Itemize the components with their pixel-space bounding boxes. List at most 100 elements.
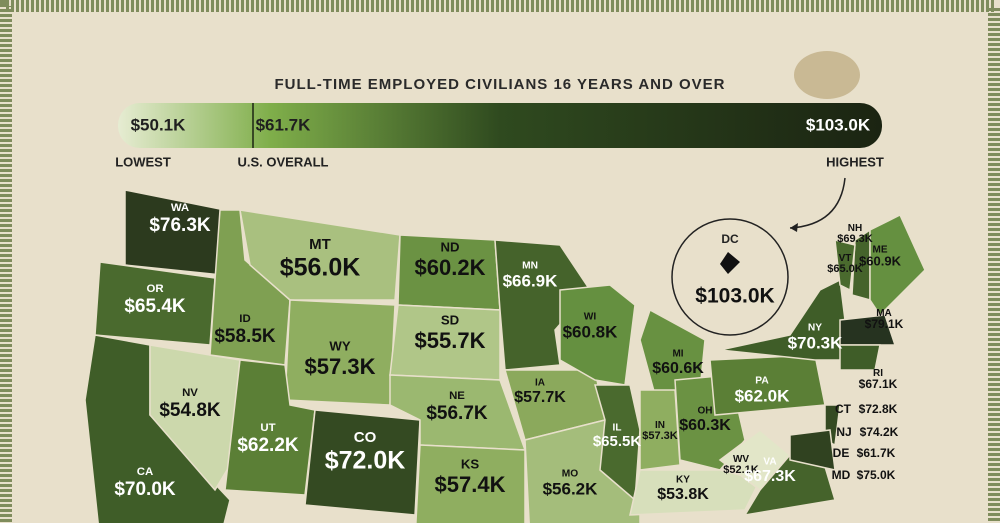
state-value: $72.0K [325, 447, 406, 475]
state-shape [494, 239, 591, 371]
state-value: $74.2K [860, 425, 899, 439]
state-abbr: NV [182, 387, 198, 399]
state-value: $65.4K [124, 296, 186, 317]
state-value: $53.8K [657, 486, 709, 503]
state-value: $70.0K [114, 479, 176, 500]
state-abbr: IA [535, 377, 545, 388]
state-abbr: DE [833, 446, 850, 460]
state-value: $62.0K [735, 386, 791, 405]
state-abbr: MI [672, 348, 683, 359]
state-abbr: CO [354, 429, 377, 446]
state-value: $60.8K [563, 322, 619, 341]
state-abbr: ID [239, 313, 250, 325]
title: FULL-TIME EMPLOYED CIVILIANS 16 YEARS AN… [274, 76, 725, 93]
state-value: $55.7K [415, 328, 486, 353]
state-value: $65.5K [593, 433, 642, 450]
state-value: $65.0K [827, 263, 863, 275]
state-shape [869, 213, 926, 317]
state-value: $60.2K [415, 255, 486, 280]
state-abbr: OR [146, 283, 163, 295]
state-abbr: WY [329, 339, 350, 354]
state-value: $79.1K [865, 317, 904, 331]
state-value: $52.1K [723, 464, 759, 476]
state-abbr: MD [832, 468, 851, 482]
state-abbr: MT [309, 236, 331, 253]
state-value: $66.9K [503, 271, 559, 290]
state-abbr: MA [876, 308, 892, 319]
state-value: $57.4K [435, 472, 506, 497]
state-abbr: WI [584, 312, 597, 323]
state-abbr: WA [171, 202, 189, 214]
state-abbr: CA [137, 466, 153, 478]
dc-abbr: DC [721, 232, 739, 246]
state-value: $76.3K [149, 215, 211, 236]
state-value: $61.7K [857, 446, 896, 460]
arrow-head [790, 223, 798, 232]
dc-shape [720, 252, 740, 274]
state-value: $57.3K [642, 430, 678, 442]
state-shape [629, 469, 762, 516]
state-shape [639, 389, 681, 471]
state-value: $54.8K [159, 400, 221, 421]
state-abbr: UT [260, 422, 275, 434]
dc-value: $103.0K [695, 285, 774, 308]
state-abbr: VA [763, 456, 776, 467]
highest-label: HIGHEST [826, 154, 884, 169]
state-abbr: NY [808, 323, 822, 334]
state-abbr: VT [839, 253, 852, 264]
state-shape [304, 409, 421, 516]
state-abbr: RI [873, 368, 883, 379]
state-abbr: ND [440, 240, 459, 255]
state-shape [239, 209, 401, 301]
highest-value: $103.0K [806, 115, 871, 134]
state-abbr: ME [873, 244, 888, 255]
state-value: $67.1K [859, 377, 898, 391]
state-abbr: WV [733, 454, 749, 465]
state-value: $56.0K [280, 254, 361, 282]
legend-bar [118, 103, 882, 148]
state-shape [743, 449, 836, 517]
state-abbr: SD [441, 313, 459, 328]
lowest-value: $50.1K [131, 115, 187, 134]
state-shape [839, 344, 881, 371]
overall-label: U.S. OVERALL [237, 154, 328, 169]
state-shape [415, 444, 526, 523]
state-abbr: MN [522, 261, 538, 272]
state-abbr: PA [755, 376, 769, 387]
state-value: $58.5K [214, 326, 276, 347]
state-value: $69.3K [837, 233, 873, 245]
state-value: $56.7K [426, 403, 488, 424]
state-abbr: IL [613, 422, 622, 433]
state-value: $67.3K [744, 468, 796, 485]
state-shape [839, 314, 897, 346]
state-abbr: KS [461, 457, 480, 472]
state-abbr: KY [676, 474, 690, 485]
state-value: $57.7K [514, 389, 566, 406]
callout-arrow [789, 177, 846, 229]
state-value: $57.3K [305, 354, 376, 379]
state-abbr: NE [449, 390, 465, 402]
state-abbr: OH [698, 405, 713, 416]
state-value: $60.3K [679, 417, 731, 434]
overall-value: $61.7K [256, 115, 312, 134]
state-value: $60.9K [859, 253, 902, 268]
state-value: $56.2K [543, 479, 599, 498]
state-abbr: CT [835, 402, 852, 416]
dc-inset [671, 218, 789, 336]
state-value: $60.6K [652, 360, 704, 377]
state-shape [789, 429, 836, 471]
state-shape [834, 239, 856, 292]
state-abbr: IN [655, 420, 665, 431]
state-layer: WA$76.3K OR$65.4K CA$70.0K NV$54.8K ID$58.5K… [84, 189, 926, 523]
state-abbr: NH [848, 223, 862, 234]
lowest-label: LOWEST [115, 154, 171, 169]
state-abbr: NJ [836, 425, 851, 439]
money-bag [794, 51, 860, 99]
state-value: $62.2K [237, 435, 299, 456]
state-abbr: MO [562, 469, 578, 480]
state-value: $75.0K [857, 468, 896, 482]
state-value: $70.3K [788, 333, 844, 352]
